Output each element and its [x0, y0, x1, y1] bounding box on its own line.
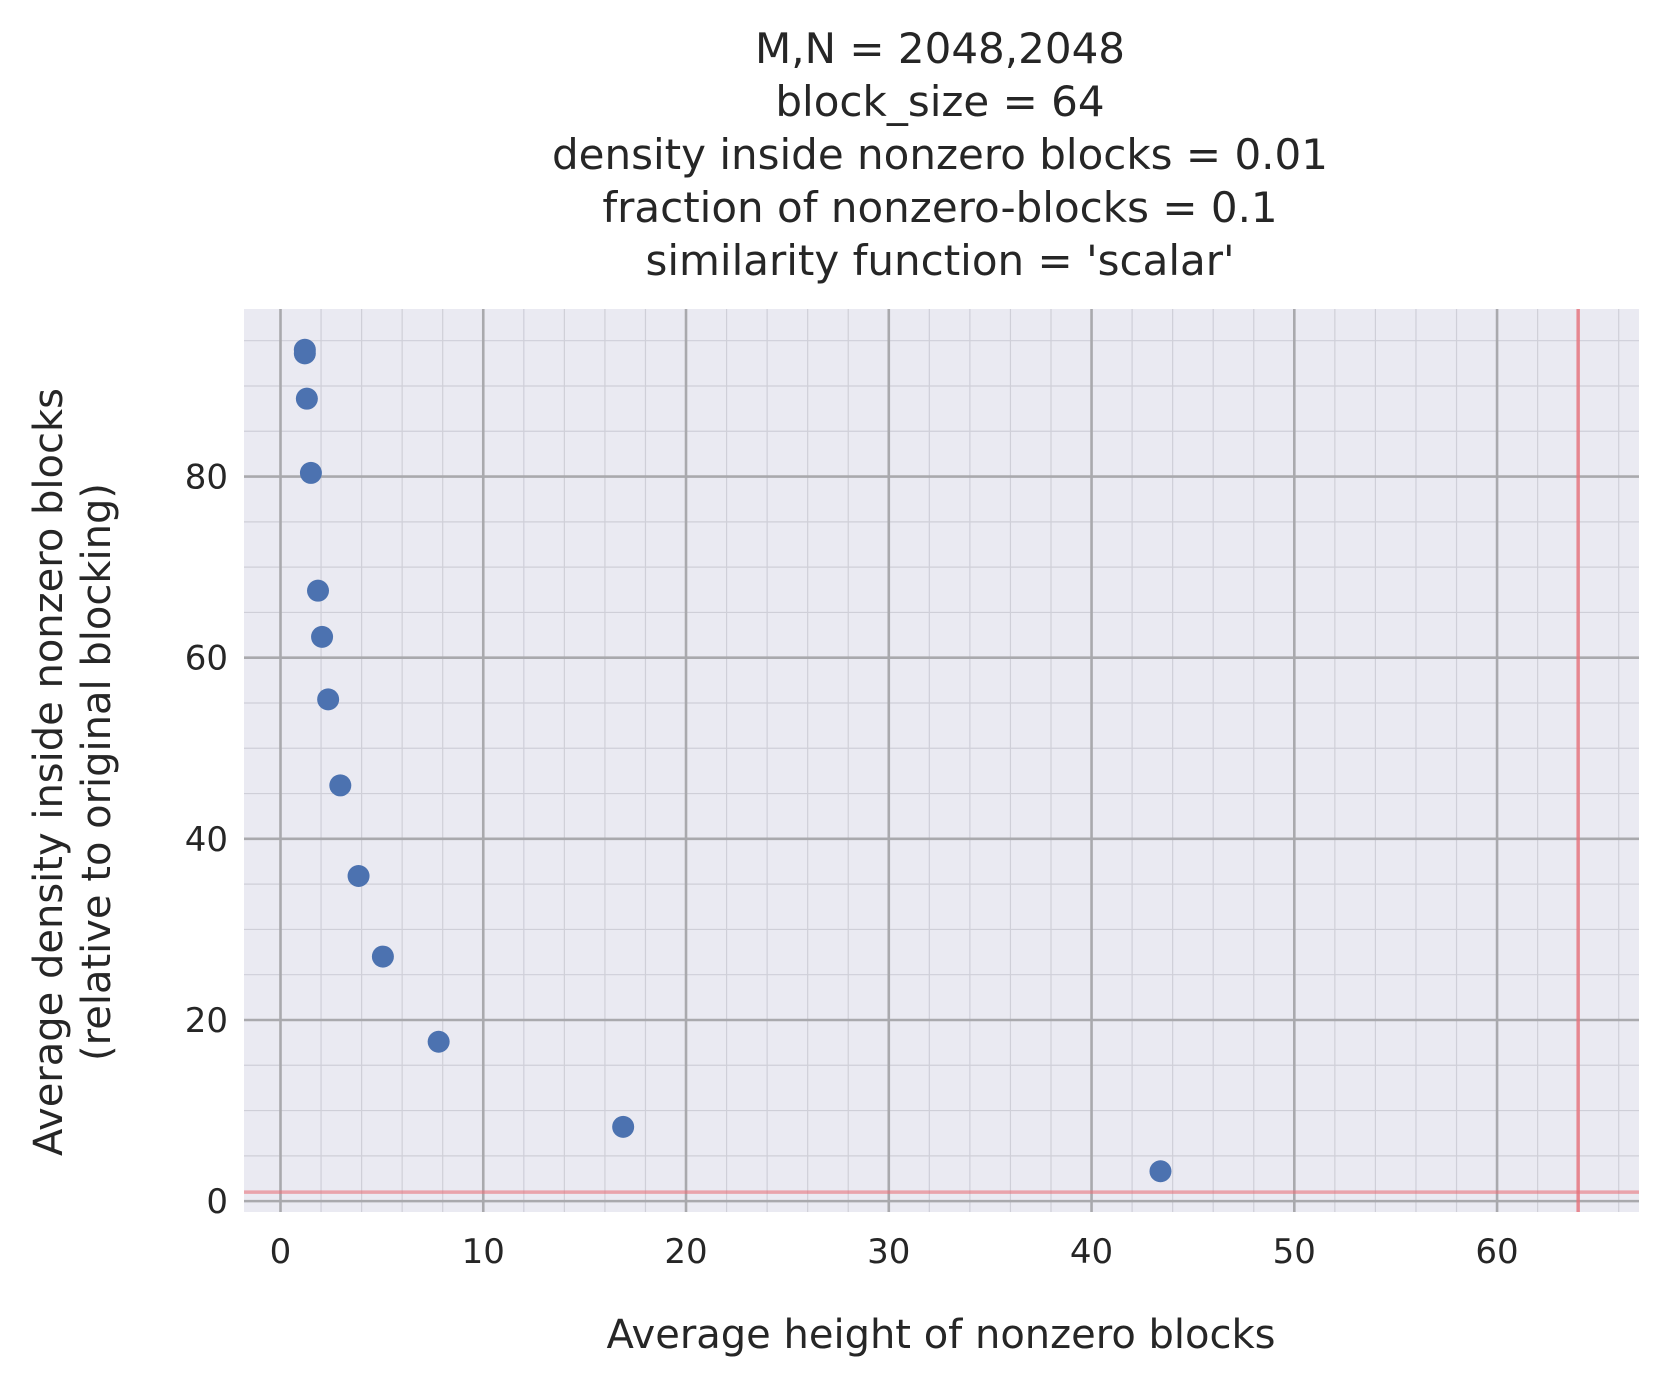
data-point: [311, 625, 334, 648]
y-tick-label: 20: [185, 1001, 228, 1041]
data-point: [307, 579, 330, 602]
x-tick-labels: 0 10 20 30 40 50 60: [270, 1232, 1519, 1272]
x-tick-label: 40: [1070, 1232, 1113, 1272]
major-grid: [244, 309, 1639, 1212]
y-tick-label: 60: [185, 639, 228, 679]
title-line-4: fraction of nonzero-blocks = 0.1: [602, 183, 1277, 232]
data-point: [329, 774, 352, 797]
x-tick-label: 30: [867, 1232, 910, 1272]
data-point: [317, 688, 340, 711]
y-axis-label: Average density inside nonzero blocks (r…: [26, 388, 120, 1156]
chart-title: M,N = 2048,2048 block_size = 64 density …: [552, 24, 1328, 285]
data-point: [293, 342, 316, 365]
x-tick-label: 60: [1475, 1232, 1518, 1272]
data-points: [293, 338, 1172, 1183]
data-point: [427, 1030, 450, 1053]
x-tick-label: 10: [462, 1232, 505, 1272]
y-tick-label: 40: [185, 820, 228, 860]
x-tick-label: 50: [1273, 1232, 1316, 1272]
data-point: [295, 387, 318, 410]
x-axis-label: Average height of nonzero blocks: [607, 1312, 1276, 1358]
title-line-1: M,N = 2048,2048: [755, 24, 1125, 73]
x-tick-label: 20: [664, 1232, 707, 1272]
y-tick-label: 80: [185, 458, 228, 498]
data-point: [1149, 1160, 1172, 1183]
y-axis-label-line-1: Average density inside nonzero blocks: [26, 388, 72, 1156]
reference-lines: [244, 309, 1639, 1212]
data-point: [371, 945, 394, 968]
y-tick-label: 0: [206, 1182, 228, 1222]
y-tick-labels: 0 20 40 60 80: [185, 458, 228, 1223]
data-point: [299, 461, 322, 484]
data-point: [612, 1115, 635, 1138]
x-tick-label: 0: [270, 1232, 292, 1272]
data-point: [347, 864, 370, 887]
title-line-3: density inside nonzero blocks = 0.01: [552, 130, 1328, 179]
title-line-5: similarity function = 'scalar': [645, 236, 1234, 285]
plot-area: [244, 309, 1639, 1212]
title-line-2: block_size = 64: [775, 77, 1104, 126]
y-axis-label-line-2: (relative to original blocking): [74, 483, 120, 1061]
